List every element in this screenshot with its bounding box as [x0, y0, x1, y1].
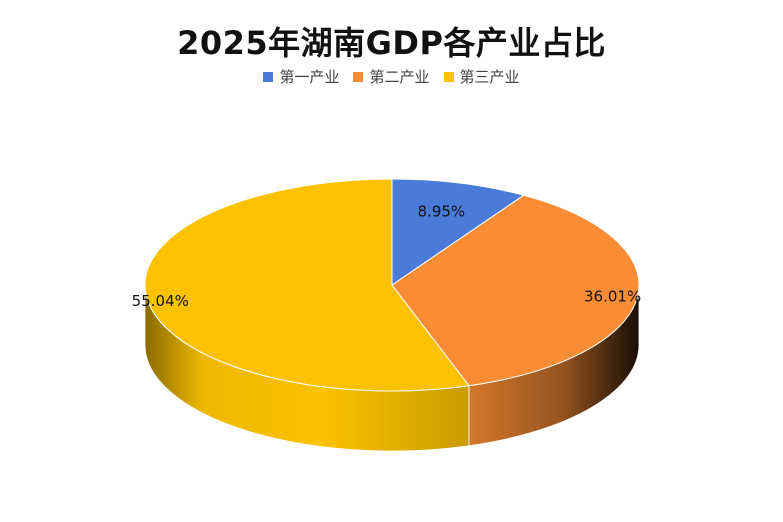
pie-slice-primary[interactable] [391, 178, 525, 286]
legend-swatch-primary [263, 71, 274, 82]
legend-swatch-secondary [353, 71, 364, 82]
legend-item-secondary[interactable]: 第二产业 [353, 66, 430, 87]
pie-slice-tertiary[interactable] [144, 178, 470, 392]
data-label-tertiary: 55.04% [132, 292, 189, 310]
legend-label-secondary: 第二产业 [369, 68, 430, 86]
legend-swatch-tertiary [443, 71, 454, 82]
legend-label-primary: 第一产业 [279, 68, 340, 86]
data-label-secondary: 36.01% [584, 288, 641, 306]
legend-item-tertiary[interactable]: 第三产业 [443, 66, 520, 87]
pie-tops [144, 178, 640, 392]
legend-item-primary[interactable]: 第一产业 [263, 66, 339, 87]
chart-title: 2025年湖南GDP各产业占比 [177, 24, 606, 62]
legend-label-tertiary: 第三产业 [459, 68, 520, 86]
pie-slice-secondary[interactable] [391, 194, 640, 387]
data-label-primary: 8.95% [418, 203, 466, 221]
pie-labels: 8.95% 36.01% 55.04% [132, 203, 642, 310]
legend: 第一产业 第二产业 第三产业 [0, 66, 783, 87]
